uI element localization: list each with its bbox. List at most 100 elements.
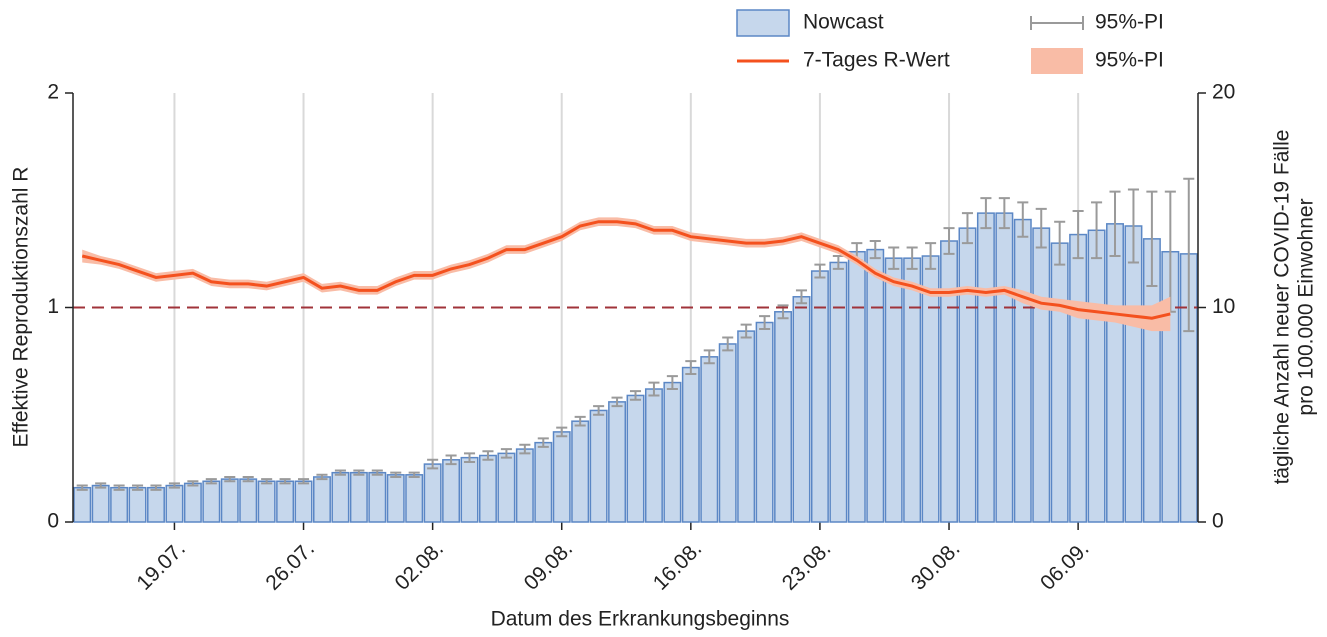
bar [423,463,442,523]
x-tick-label: 16.08. [649,537,707,595]
bar [755,321,774,523]
bar [663,381,682,523]
bar [700,356,719,523]
error-bar [168,482,180,489]
legend-swatch [1030,16,1084,30]
legend-swatch [1031,48,1083,74]
y-tick-label: 2 [47,81,59,104]
error-bar [980,197,992,230]
error-bar [316,473,328,481]
error-bar [150,484,162,491]
bar [165,484,184,523]
error-bar [888,246,900,270]
error-bar [611,396,623,408]
bar [626,394,645,523]
bar [294,480,313,523]
bar [940,240,958,523]
bar [608,401,627,523]
error-bar [685,360,697,375]
error-bar [722,336,734,352]
bar [239,478,258,523]
error-bar [1183,177,1195,333]
error-bar [629,390,642,401]
bar [313,476,331,523]
error-bar [1072,209,1084,260]
error-bar [242,475,254,483]
bar [331,471,350,523]
legend-label: Nowcast [803,11,884,34]
error-bar [1054,220,1066,266]
bar [73,486,92,523]
bar [847,250,866,523]
bar [442,459,461,523]
error-bar [353,469,365,476]
error-bar [593,405,605,416]
bar [976,212,995,523]
y-tick-label: 0 [47,510,59,533]
bar [884,257,903,523]
error-bar [113,484,125,491]
bar [478,454,497,523]
error-bar [1146,190,1158,288]
bar [995,212,1014,523]
bar [718,343,737,523]
bar [737,330,756,523]
bar [644,388,663,523]
bar [1069,233,1088,523]
error-bar [408,471,420,478]
error-bar [795,289,808,305]
error-bar [279,478,291,485]
error-bar [463,452,476,463]
y2-axis-label: pro 100.000 Einwohner [1295,198,1318,415]
bar [774,311,793,523]
bar [276,480,295,523]
bar [202,480,221,523]
error-bar [906,246,918,270]
error-bar [334,469,346,476]
bar [368,471,387,523]
error-bar [390,471,402,478]
error-bar [556,426,568,438]
y-tick-label: 1 [47,295,59,318]
error-bar [224,475,236,483]
legend-label: 95%-PI [1095,11,1164,34]
bar [497,452,516,523]
bar [257,480,276,523]
y2-axis-label: tägliche Anzahl neuer COVID-19 Fälle [1271,130,1294,485]
y2-tick-label: 20 [1212,81,1235,104]
bar [552,431,571,523]
y-axis-label: Effektive Reproduktionszahl R [10,167,33,448]
error-bar [519,443,531,455]
bar [349,471,368,523]
error-bar [814,263,826,279]
error-bar [500,448,512,459]
bar [515,448,534,523]
x-tick-label: 30.08. [907,537,965,595]
error-bar [961,212,973,245]
x-tick-label: 26.07. [261,537,319,595]
bar [147,486,165,523]
legend-label: 7-Tages R-Wert [803,49,950,72]
bar [829,261,848,523]
bar [810,270,829,523]
bar [958,227,977,523]
error-bar [1035,207,1047,249]
error-bar [759,315,771,330]
error-bar [445,454,457,466]
bar [183,482,202,523]
line [81,220,1171,320]
error-bar [537,437,549,448]
error-bar [205,478,217,485]
legend-swatch [736,9,790,37]
bar [792,296,811,523]
bar [220,478,239,523]
bar [681,366,700,523]
y2-tick-label: 0 [1212,510,1224,533]
bar [1013,218,1032,523]
error-bar [703,349,715,365]
bar [110,486,129,523]
bar [589,409,608,523]
bar [866,248,885,523]
